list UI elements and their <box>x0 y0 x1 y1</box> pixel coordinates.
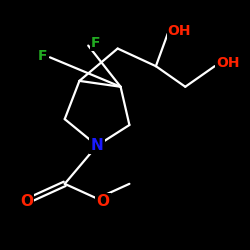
Text: F: F <box>91 36 100 50</box>
Text: F: F <box>38 49 48 63</box>
Text: O: O <box>20 194 33 209</box>
Text: N: N <box>91 138 104 153</box>
Text: O: O <box>96 194 110 209</box>
Text: OH: OH <box>168 24 191 38</box>
Text: OH: OH <box>216 56 240 70</box>
